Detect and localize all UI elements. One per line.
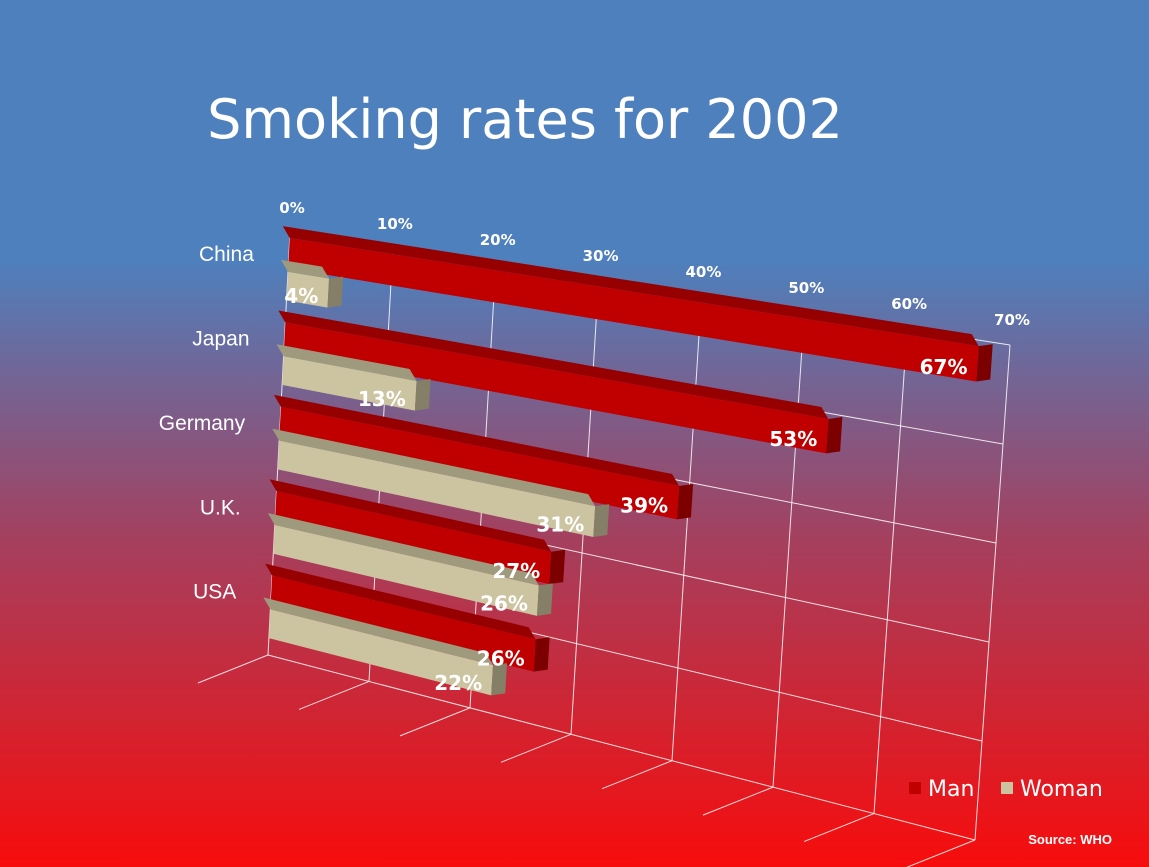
gridline-floor (601, 760, 673, 790)
bar-man (273, 394, 694, 520)
gridline-vertical (873, 328, 908, 814)
bar-end-face (414, 378, 431, 411)
gridline-floor (500, 733, 572, 763)
category-label: China (199, 243, 254, 266)
source-note: Source: WHO (1028, 832, 1112, 847)
bar-woman (263, 597, 508, 696)
data-label-woman: 22% (434, 671, 482, 695)
x-tick-label: 30% (583, 247, 619, 265)
legend: Man Woman (909, 777, 1103, 802)
bar-woman (272, 428, 610, 538)
data-label-woman: 26% (480, 592, 528, 616)
bar-woman (267, 513, 553, 616)
data-label-woman: 4% (284, 284, 318, 308)
bar-front-face (288, 238, 979, 382)
chart-title: Smoking rates for 2002 (207, 88, 843, 151)
gridline-floor (702, 786, 774, 816)
bar-end-face (327, 276, 344, 308)
data-label-man: 53% (769, 427, 817, 451)
bar-end-face (593, 504, 610, 538)
gridline-floor (399, 707, 471, 737)
bar-front-face (282, 356, 417, 411)
category-label: U.K. (200, 496, 241, 519)
gridline-vertical (772, 312, 805, 788)
x-tick-label: 50% (788, 279, 824, 297)
gridline-vertical (671, 296, 702, 761)
bar-top-face (278, 310, 829, 419)
category-label: USA (193, 581, 236, 604)
gridline-vertical (974, 344, 1011, 841)
bar-front-face (274, 491, 552, 585)
bar-top-face (276, 344, 417, 381)
bar-front-face (283, 322, 829, 454)
bar-end-face (537, 583, 553, 616)
gridline-floor (298, 680, 370, 710)
x-tick-label: 40% (685, 263, 721, 281)
data-label-woman: 13% (358, 387, 406, 411)
bar-end-face (976, 344, 993, 382)
legend-label-woman: Woman (1020, 777, 1103, 802)
bar-end-face (676, 484, 694, 520)
bar-woman (280, 259, 344, 308)
x-tick-label: 0% (279, 199, 304, 217)
bar-front-face (270, 575, 536, 672)
bar-end-face (533, 637, 550, 672)
bar-top-face (265, 563, 536, 640)
legend-swatch-woman (1001, 782, 1013, 794)
bar-top-face (269, 479, 552, 552)
category-labels: China Japan Germany U.K. USA (159, 243, 254, 604)
bar-end-face (826, 416, 843, 454)
data-label-man: 27% (492, 559, 540, 583)
x-tick-label: 60% (891, 295, 927, 313)
x-tick-label: 10% (377, 215, 413, 233)
data-label-man: 67% (920, 355, 968, 379)
bar-top-face (263, 597, 494, 666)
gridline-floor (803, 813, 875, 843)
bar-top-face (273, 394, 680, 487)
bar-front-face (268, 609, 494, 696)
data-label-woman: 31% (536, 513, 584, 537)
bar-top-face (280, 259, 330, 279)
legend-swatch-man (909, 782, 921, 794)
data-label-man: 39% (620, 494, 668, 518)
bar-front-face (277, 440, 596, 538)
bar-top-face (282, 226, 979, 347)
bar-front-face (286, 271, 330, 308)
bar-end-face (549, 549, 566, 585)
category-label: Japan (192, 328, 249, 351)
gridline-floor (197, 654, 269, 684)
bar-man (278, 310, 843, 454)
bar-man (265, 563, 550, 672)
bar-front-face (279, 406, 680, 520)
bar-man (269, 479, 566, 585)
bar-front-face (273, 525, 539, 616)
x-axis-ticks: 0% 10% 20% 30% 40% 50% 60% 70% (279, 199, 1030, 329)
bar-woman (276, 344, 431, 411)
gridline-horizontal (267, 654, 976, 841)
gridline-floor (906, 839, 976, 867)
bar-top-face (272, 428, 596, 507)
legend-label-man: Man (928, 777, 974, 802)
data-labels: 67%4%53%13%39%31%27%26%26%22% (284, 284, 967, 695)
data-label-man: 26% (477, 646, 525, 670)
bar-man (282, 226, 993, 382)
bar-end-face (491, 663, 508, 696)
bar-top-face (267, 513, 539, 586)
category-label: Germany (159, 412, 246, 435)
x-tick-label: 70% (994, 311, 1030, 329)
x-tick-label: 20% (480, 231, 516, 249)
bars (263, 226, 993, 696)
